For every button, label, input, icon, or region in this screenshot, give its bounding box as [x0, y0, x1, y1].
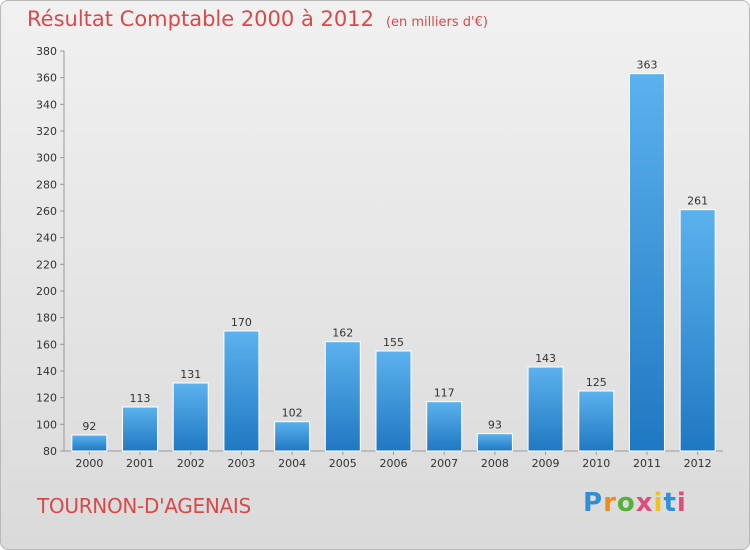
proxiti-logo: Proxiti	[583, 488, 687, 518]
x-tick-label: 2011	[633, 457, 661, 470]
bar-2005	[324, 341, 361, 452]
chart-title-text: Résultat Comptable 2000 à 2012	[27, 7, 374, 31]
x-tick-label: 2001	[126, 457, 154, 470]
value-label-2006: 155	[383, 336, 404, 349]
y-tick-label: 340	[36, 98, 57, 111]
value-label-2008: 93	[488, 419, 502, 432]
value-label-2004: 102	[282, 407, 303, 420]
x-tick-label: 2003	[227, 457, 255, 470]
value-label-2010: 125	[586, 376, 607, 389]
bar-2003	[223, 330, 260, 452]
y-tick-label: 300	[36, 152, 57, 165]
y-tick-label: 240	[36, 232, 57, 245]
x-tick-label: 2007	[430, 457, 458, 470]
bar-2012	[679, 209, 716, 452]
value-label-2000: 92	[82, 420, 96, 433]
logo-letter: r	[603, 488, 617, 518]
value-label-2011: 363	[636, 59, 657, 72]
logo-letter: t	[663, 488, 677, 518]
y-tick-label: 160	[36, 338, 57, 351]
x-tick-label: 2005	[329, 457, 357, 470]
x-tick-label: 2009	[532, 457, 560, 470]
x-tick-label: 2012	[684, 457, 712, 470]
value-label-2012: 261	[687, 195, 708, 208]
y-tick-label: 200	[36, 285, 57, 298]
bar-2011	[628, 73, 665, 452]
value-label-2001: 113	[130, 392, 151, 405]
y-tick-label: 140	[36, 365, 57, 378]
y-tick-label: 100	[36, 418, 57, 431]
logo-letter: x	[635, 488, 654, 518]
value-label-2009: 143	[535, 352, 556, 365]
chart-title: Résultat Comptable 2000 à 2012 (en millie…	[27, 7, 488, 31]
chart-unit-label: (en milliers d'€)	[385, 15, 488, 30]
x-tick-label: 2004	[278, 457, 306, 470]
bar-2006	[375, 350, 412, 452]
y-tick-label: 80	[43, 445, 57, 458]
x-tick-label: 2000	[75, 457, 103, 470]
bar-2000	[71, 434, 108, 452]
logo-letter: P	[583, 488, 604, 518]
bar-2009	[527, 366, 564, 452]
axes: 80 100 120 140 160 180 200 220 240 260 280 300 320 34…	[36, 45, 723, 470]
value-label-2002: 131	[180, 368, 201, 381]
logo-letter: i	[676, 488, 687, 518]
y-tick-label: 380	[36, 45, 57, 58]
bar-2010	[578, 390, 615, 452]
bar-2008	[476, 433, 513, 452]
bar-2004	[274, 421, 311, 452]
logo-letter: i	[653, 488, 664, 518]
bar-2002	[172, 382, 209, 452]
value-labels: 92 113 131 170 102 162 155 117 93 143 125 363 261	[82, 59, 708, 433]
x-tick-label: 2010	[582, 457, 610, 470]
y-tick-label: 220	[36, 258, 57, 271]
y-tick-label: 180	[36, 312, 57, 325]
y-tick-label: 320	[36, 125, 57, 138]
y-tick-label: 120	[36, 392, 57, 405]
value-label-2007: 117	[434, 387, 455, 400]
logo-letter: o	[616, 488, 636, 518]
y-tick-label: 360	[36, 72, 57, 85]
x-tick-label: 2002	[177, 457, 205, 470]
value-label-2005: 162	[332, 327, 353, 340]
bar-2001	[122, 406, 159, 452]
y-tick-label: 280	[36, 178, 57, 191]
value-label-2003: 170	[231, 316, 252, 329]
y-tick-label: 260	[36, 205, 57, 218]
bar-2007	[426, 401, 463, 452]
x-tick-label: 2008	[481, 457, 509, 470]
x-tick-label: 2006	[380, 457, 408, 470]
bars	[71, 73, 716, 452]
place-name: TOURNON-D'AGENAIS	[37, 494, 251, 518]
